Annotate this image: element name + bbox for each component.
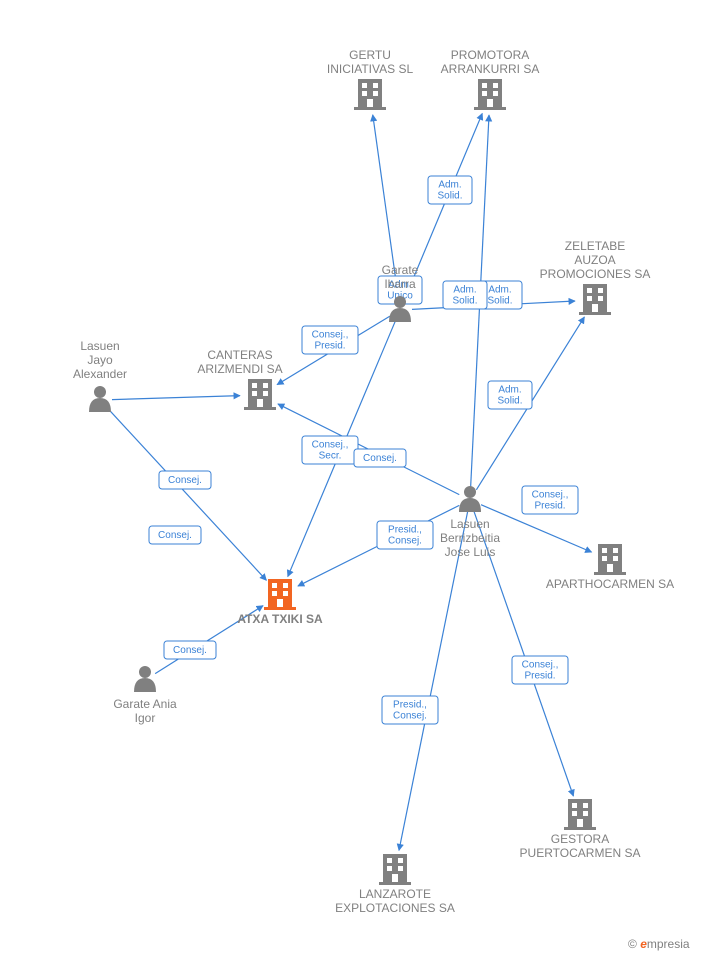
building-icon: [244, 379, 276, 410]
person-node-garate_ania[interactable]: Garate AniaIgor: [113, 666, 177, 725]
edge-label: Presid.,: [388, 525, 422, 536]
edge-label: Consej.,: [532, 490, 569, 501]
company-node-canteras[interactable]: CANTERASARIZMENDI SA: [197, 348, 282, 410]
company-node-aparthocarmen[interactable]: APARTHOCARMEN SA: [546, 544, 674, 591]
edge-lasuen_jayo-canteras: [112, 396, 240, 400]
person-icon: [134, 666, 156, 692]
copyright-symbol: ©: [628, 937, 637, 951]
node-label: Ibarra: [384, 277, 416, 291]
node-label: Lasuen: [450, 517, 489, 531]
edge-label: Consej.,: [312, 330, 349, 341]
edge-label: Adm.: [498, 385, 521, 396]
node-label: INICIATIVAS SL: [327, 62, 414, 76]
company-node-lanzarote[interactable]: LANZAROTEEXPLOTACIONES SA: [335, 854, 455, 915]
edge-label: Consej.: [168, 475, 202, 486]
company-node-atxa[interactable]: ATXA TXIKI SA: [237, 579, 323, 626]
node-label: GESTORA: [551, 832, 609, 846]
edge-label: Presid.: [534, 501, 565, 512]
edge-lasuen_berr-lanzarote: [399, 512, 468, 851]
node-label: AUZOA: [574, 253, 615, 267]
company-node-promotora[interactable]: PROMOTORAARRANKURRI SA: [441, 48, 540, 110]
node-label: LANZAROTE: [359, 887, 431, 901]
node-label: Garate: [382, 263, 419, 277]
edge-label: Solid.: [487, 296, 512, 307]
edge-lasuen_jayo-atxa: [108, 409, 266, 580]
node-label: PROMOTORA: [451, 48, 529, 62]
edge-label: Consej.: [388, 536, 422, 547]
node-label: PROMOCIONES SA: [540, 267, 651, 281]
company-node-zeletabe[interactable]: ZELETABEAUZOAPROMOCIONES SA: [540, 239, 651, 315]
edge-label: Consej.: [158, 530, 192, 541]
building-icon: [264, 579, 296, 610]
node-label: ATXA TXIKI SA: [237, 612, 323, 626]
node-label: Jayo: [87, 353, 113, 367]
node-label: Berrizbeitia: [440, 531, 500, 545]
edge-label: Consej.: [393, 711, 427, 722]
svg-text:© empresia: © empresia: [628, 937, 690, 951]
edge-label: Presid.: [314, 341, 345, 352]
edge-label: Solid.: [452, 296, 477, 307]
building-icon: [579, 284, 611, 315]
edge-label: Consej.: [363, 453, 397, 464]
company-node-gertu[interactable]: GERTUINICIATIVAS SL: [327, 48, 414, 110]
copyright-text: mpresia: [647, 937, 690, 951]
building-icon: [379, 854, 411, 885]
edge-label: Presid.: [524, 671, 555, 682]
building-icon: [354, 79, 386, 110]
building-icon: [594, 544, 626, 575]
person-icon: [459, 486, 481, 512]
edge-label: Consej.,: [312, 440, 349, 451]
edge-label: Solid.: [437, 191, 462, 202]
node-label: Igor: [135, 711, 156, 725]
building-icon: [474, 79, 506, 110]
company-node-gestora[interactable]: GESTORAPUERTOCARMEN SA: [520, 799, 641, 860]
edge-label: Consej.,: [522, 660, 559, 671]
node-label: Lasuen: [80, 339, 119, 353]
edge-label: Consej.: [173, 645, 207, 656]
node-label: EXPLOTACIONES SA: [335, 901, 455, 915]
edge-label: Solid.: [497, 396, 522, 407]
node-label: ARIZMENDI SA: [197, 362, 282, 376]
building-icon: [564, 799, 596, 830]
node-label: PUERTOCARMEN SA: [520, 846, 641, 860]
person-node-lasuen_berr[interactable]: LasuenBerrizbeitiaJose Luis: [440, 486, 500, 559]
edge-label: Adm.: [488, 285, 511, 296]
person-node-lasuen_jayo[interactable]: LasuenJayoAlexander: [73, 339, 127, 412]
node-label: APARTHOCARMEN SA: [546, 577, 674, 591]
node-label: Jose Luis: [445, 545, 496, 559]
node-label: CANTERAS: [207, 348, 272, 362]
person-icon: [89, 386, 111, 412]
edge-label: Presid.,: [393, 700, 427, 711]
edge-label: Secr.: [319, 451, 342, 462]
node-label: Alexander: [73, 367, 127, 381]
edge-label: Adm.: [453, 285, 476, 296]
node-label: ZELETABE: [565, 239, 625, 253]
node-label: Garate Ania: [113, 697, 177, 711]
node-label: ARRANKURRI SA: [441, 62, 540, 76]
node-label: GERTU: [349, 48, 391, 62]
edge-label: Adm.: [438, 180, 461, 191]
